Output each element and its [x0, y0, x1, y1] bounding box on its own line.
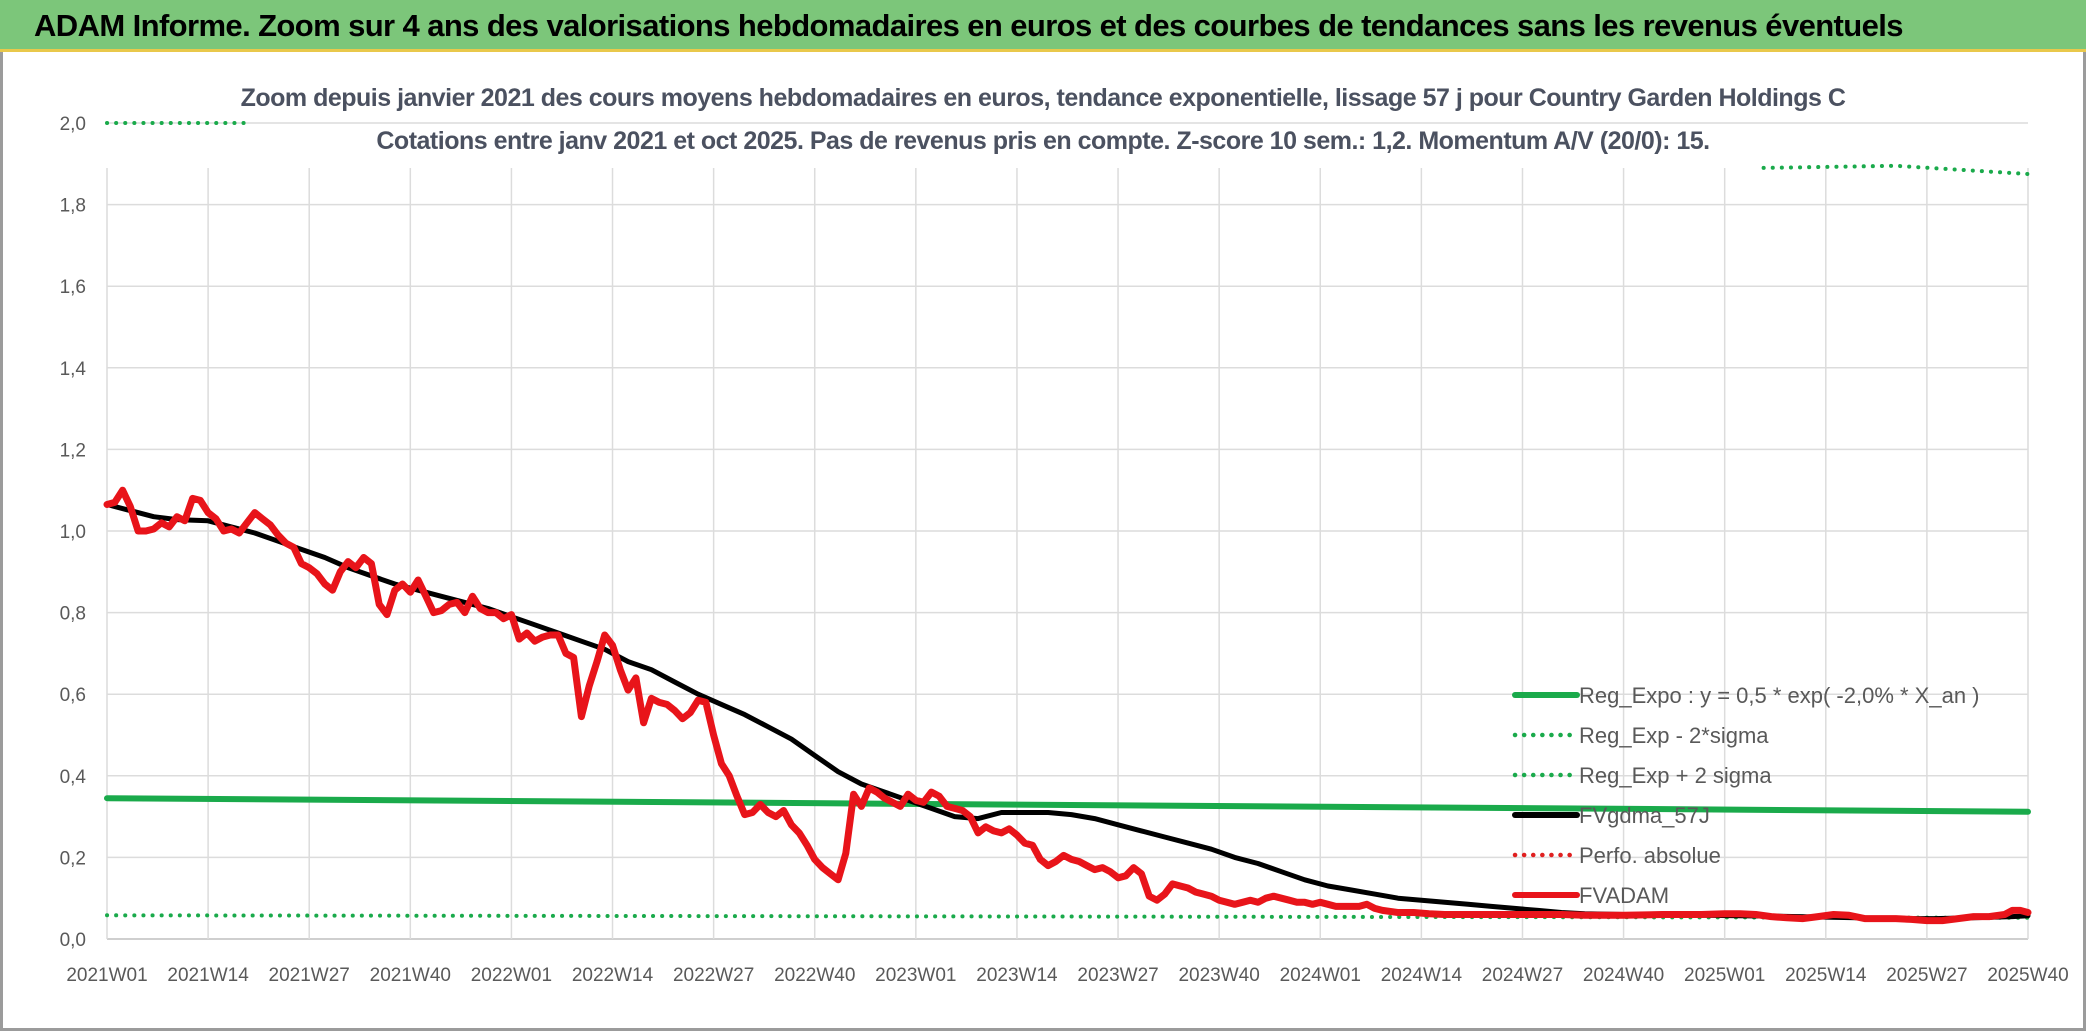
- x-tick-label: 2021W01: [66, 965, 147, 986]
- x-tick-label: 2023W01: [875, 965, 956, 986]
- y-tick-label: 0,0: [60, 930, 86, 951]
- y-tick-label: 0,2: [60, 848, 86, 869]
- y-tick-label: 0,6: [60, 685, 86, 706]
- report-title: ADAM Informe. Zoom sur 4 ans des valoris…: [34, 8, 1904, 43]
- y-tick-label: 1,8: [60, 196, 86, 217]
- x-tick-label: 2025W14: [1785, 965, 1867, 986]
- y-tick-label: 2,0: [60, 114, 86, 135]
- y-tick-label: 0,8: [60, 604, 86, 625]
- x-tick-label: 2025W27: [1886, 965, 1967, 986]
- x-tick-label: 2024W40: [1583, 965, 1664, 986]
- x-tick-label: 2021W14: [167, 965, 249, 986]
- legend-label: Reg_Expo : y = 0,5 * exp( -2,0% * X_an ): [1579, 683, 1980, 708]
- x-tick-label: 2022W27: [673, 965, 754, 986]
- legend-label: Reg_Exp - 2*sigma: [1579, 723, 1769, 748]
- report-header-bar: ADAM Informe. Zoom sur 4 ans des valoris…: [0, 0, 2086, 52]
- legend-label: Perfo. absolue: [1579, 843, 1721, 868]
- series-line-0: [104, 795, 2031, 815]
- x-tick-label: 2022W01: [471, 965, 552, 986]
- y-tick-label: 1,2: [60, 440, 86, 461]
- x-tick-label: 2021W27: [269, 965, 350, 986]
- x-tick-label: 2025W40: [1987, 965, 2068, 986]
- x-tick-label: 2022W14: [572, 965, 654, 986]
- series-line-5: [103, 486, 2032, 925]
- y-tick-label: 1,6: [60, 277, 86, 298]
- y-tick-label: 1,4: [60, 359, 87, 380]
- x-tick-label: 2023W40: [1178, 965, 1259, 986]
- series-line-2: [105, 121, 2030, 176]
- x-tick-label: 2024W01: [1280, 965, 1361, 986]
- y-tick-label: 0,4: [60, 767, 87, 788]
- chart-subtitle: Cotations entre janv 2021 et oct 2025. P…: [376, 127, 1710, 155]
- x-tick-label: 2023W14: [976, 965, 1058, 986]
- x-tick-label: 2024W27: [1482, 965, 1563, 986]
- y-tick-label: 1,0: [60, 522, 86, 543]
- x-tick-label: 2022W40: [774, 965, 855, 986]
- chart-frame: [0, 52, 2086, 1031]
- x-tick-label: 2021W40: [370, 965, 451, 986]
- x-tick-label: 2023W27: [1077, 965, 1158, 986]
- legend-label: FVgdma_57J: [1579, 803, 1710, 828]
- legend-label: FVADAM: [1579, 883, 1669, 908]
- x-tick-label: 2025W01: [1684, 965, 1765, 986]
- legend-label: Reg_Exp + 2 sigma: [1579, 763, 1772, 788]
- chart-title: Zoom depuis janvier 2021 des cours moyen…: [240, 84, 1846, 112]
- x-tick-label: 2024W14: [1381, 965, 1463, 986]
